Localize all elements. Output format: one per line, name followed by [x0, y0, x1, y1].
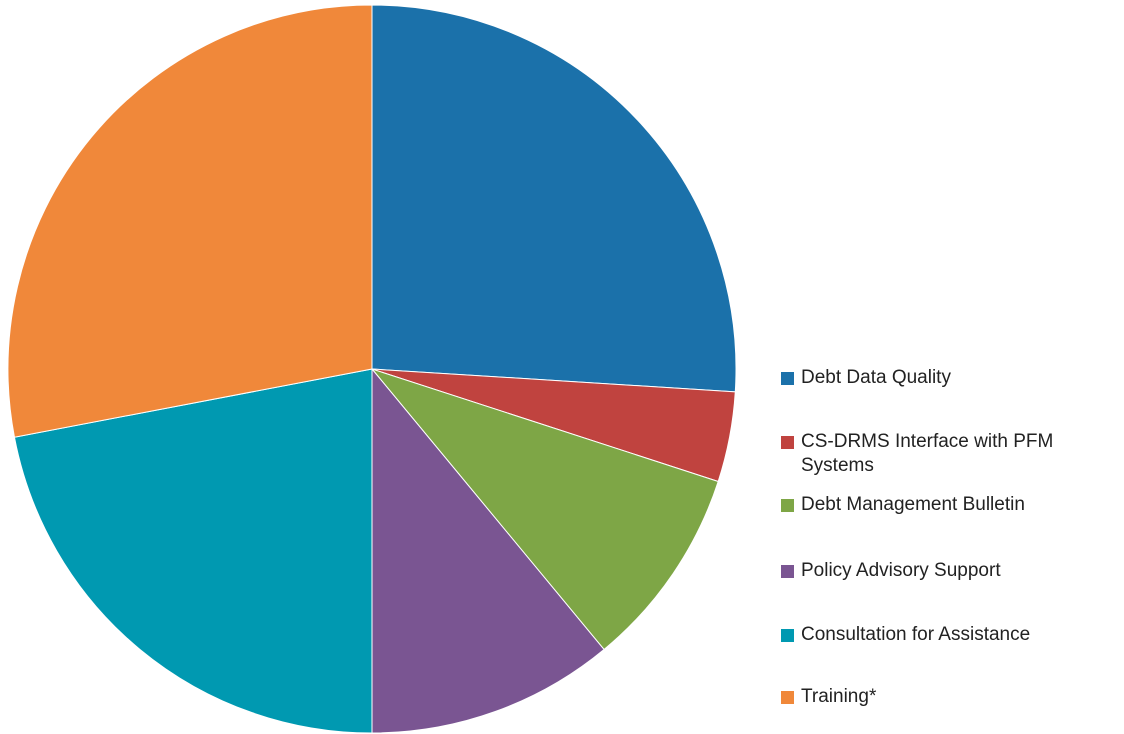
legend-item: Debt Data Quality: [781, 366, 1101, 390]
legend-swatch: [781, 691, 794, 704]
legend-swatch: [781, 565, 794, 578]
chart: [7, 4, 737, 734]
legend-swatch: [781, 629, 794, 642]
legend-label: CS-DRMS Interface with PFM Systems: [801, 431, 1054, 476]
legend-swatch: [781, 436, 794, 449]
legend-label: Debt Management Bulletin: [801, 494, 1025, 515]
legend-item: Training*: [781, 685, 1101, 709]
pie-slice: [371, 367, 605, 734]
legend-item: Policy Advisory Support: [781, 559, 1101, 583]
legend-swatch: [781, 499, 794, 512]
pie-slice: [370, 367, 719, 651]
legend-label: Consultation for Assistance: [801, 624, 1031, 645]
pie-slice: [7, 4, 373, 438]
legend-label: Policy Advisory Support: [801, 560, 1001, 581]
legend-label: Debt Data Quality: [801, 367, 951, 388]
legend-label: Training*: [801, 686, 877, 707]
legend-swatch: [781, 372, 794, 385]
legend-item: CS-DRMS Interface with PFM Systems: [781, 430, 1101, 478]
pie-slice: [371, 4, 737, 393]
legend-item: Consultation for Assistance: [781, 623, 1101, 647]
pie-slice: [13, 368, 373, 734]
legend-item: Debt Management Bulletin: [781, 493, 1101, 517]
